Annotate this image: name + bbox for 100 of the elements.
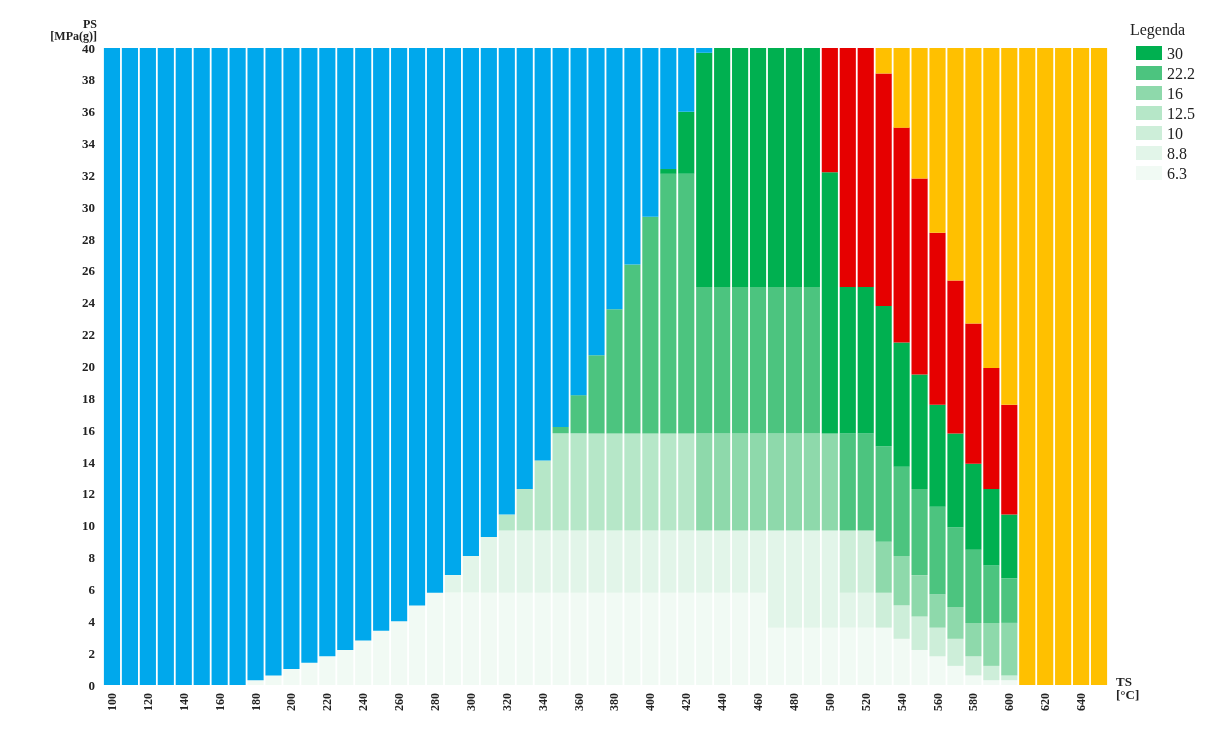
bar [1001, 48, 1018, 405]
bar [732, 530, 749, 593]
x-tick-label: 600 [1002, 693, 1017, 711]
x-tick-label: 580 [966, 693, 981, 711]
bar [355, 48, 372, 641]
bar [803, 627, 820, 685]
bar [767, 48, 785, 287]
bar [498, 530, 515, 593]
bar [714, 592, 731, 685]
y-tick-label: 36 [82, 104, 96, 120]
bar [821, 48, 838, 173]
x-tick-label: 520 [858, 693, 873, 711]
bar [1001, 622, 1018, 676]
bar [803, 48, 820, 287]
bar [391, 621, 408, 685]
bar [785, 433, 803, 531]
y-tick-label: 6 [88, 581, 96, 597]
bar [1055, 48, 1072, 685]
bar [983, 622, 1000, 666]
legend-label: 30 [1167, 44, 1183, 62]
bar [1001, 514, 1018, 579]
bar [552, 427, 569, 434]
bar [552, 433, 569, 531]
bar [337, 649, 354, 685]
bar [660, 169, 677, 174]
bar [857, 592, 874, 628]
x-tick-label: 620 [1038, 693, 1053, 711]
x-tick-label: 420 [679, 693, 694, 711]
y-axis-title: PS [MPa(g)] [50, 16, 98, 43]
bar [1001, 404, 1018, 515]
legend-label: 10 [1167, 124, 1183, 142]
bar [839, 286, 856, 434]
bar [319, 48, 336, 657]
x-tick-label: 240 [356, 693, 371, 711]
x-tick-label: 340 [535, 693, 550, 711]
bar [534, 530, 551, 593]
bar [534, 592, 551, 685]
bar [157, 48, 174, 685]
y-tick-label: 26 [82, 263, 96, 279]
bar [749, 592, 767, 685]
bar [534, 460, 551, 531]
bar [875, 541, 892, 593]
legend-label: 12.5 [1167, 104, 1195, 122]
bar [373, 48, 390, 631]
bar [444, 575, 462, 593]
x-tick-label: 220 [320, 693, 335, 711]
y-tick-label: 14 [82, 454, 96, 470]
bar [678, 530, 695, 593]
x-tick-label: 300 [463, 693, 478, 711]
y-tick-label: 34 [82, 136, 96, 152]
legend-label: 6.3 [1167, 164, 1187, 182]
bar [857, 530, 874, 593]
bar [875, 446, 892, 542]
x-tick-label: 320 [499, 693, 514, 711]
bar [678, 111, 695, 174]
x-tick-label: 560 [930, 693, 945, 711]
bar [498, 514, 515, 531]
bar [1001, 675, 1018, 681]
bar [696, 52, 713, 287]
bar [660, 592, 677, 685]
bar [337, 48, 354, 650]
bar [803, 433, 820, 531]
y-tick-label: 24 [82, 295, 96, 311]
bar [462, 556, 479, 593]
bar [660, 433, 677, 531]
bar [696, 48, 713, 53]
bar [857, 286, 874, 434]
bar [1001, 578, 1018, 623]
legend-label: 22.2 [1167, 64, 1195, 82]
bar [516, 592, 533, 685]
bar [983, 665, 1000, 681]
bar [875, 627, 892, 685]
bar [660, 530, 677, 593]
y-tick-label: 12 [82, 486, 95, 502]
bar [857, 627, 874, 685]
bar [732, 48, 749, 287]
x-tick-label: 480 [786, 693, 801, 711]
bar [696, 592, 713, 685]
y-tick-label: 18 [82, 390, 96, 406]
bar [983, 368, 1000, 490]
bar [642, 216, 659, 434]
bar [983, 680, 1000, 685]
bar [875, 48, 892, 74]
bar [516, 530, 533, 593]
bar [749, 286, 767, 434]
bar [211, 48, 228, 685]
bar [1037, 48, 1054, 685]
bar [767, 627, 785, 685]
x-tick-label: 160 [212, 693, 227, 711]
y-tick-label: 4 [88, 613, 96, 629]
bar [355, 640, 372, 685]
bar [732, 592, 749, 685]
bar [480, 48, 497, 537]
bar [749, 48, 767, 287]
y-tick-label: 2 [88, 645, 95, 661]
bar [642, 530, 659, 593]
y-tick-label: 22 [82, 327, 95, 343]
bar [462, 48, 479, 557]
x-tick-label: 540 [894, 693, 909, 711]
bar [444, 48, 462, 576]
